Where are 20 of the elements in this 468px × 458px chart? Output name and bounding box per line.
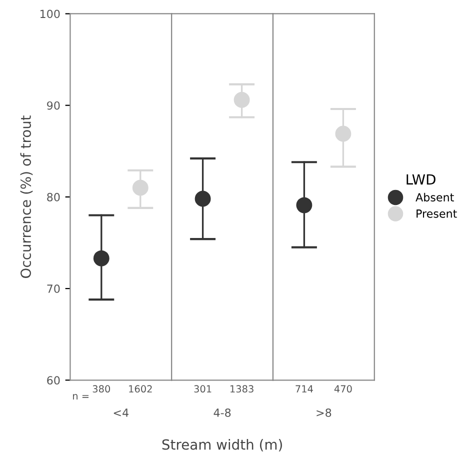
- y-tick-label: 90: [47, 101, 60, 110]
- legend-title: LWD: [406, 174, 436, 184]
- y-tick-label: 60: [47, 376, 60, 385]
- y-tick-label: 80: [47, 192, 60, 202]
- y-tick-label: 70: [47, 284, 60, 293]
- x-axis-title: >8: [316, 408, 332, 417]
- x-axis-title: <4: [114, 408, 128, 417]
- y-tick-label: 100: [40, 10, 60, 18]
- y-axis-title: Occurrence (%) of trout: [20, 115, 33, 278]
- x-tick-label: 714: [296, 385, 313, 392]
- x-tick-label: 470: [334, 385, 352, 393]
- text: Stream width (m): [162, 439, 282, 452]
- x-tick-label: 301: [194, 385, 212, 393]
- x-axis-title: 4-8: [214, 408, 231, 417]
- legend-label: Absent: [416, 192, 454, 202]
- x-tick-label: 1383: [230, 385, 254, 393]
- legend-label: Present: [416, 210, 457, 218]
- x-tick-label: 1602: [129, 385, 152, 393]
- text: n =: [73, 394, 89, 400]
- x-tick-label: 380: [92, 385, 110, 393]
